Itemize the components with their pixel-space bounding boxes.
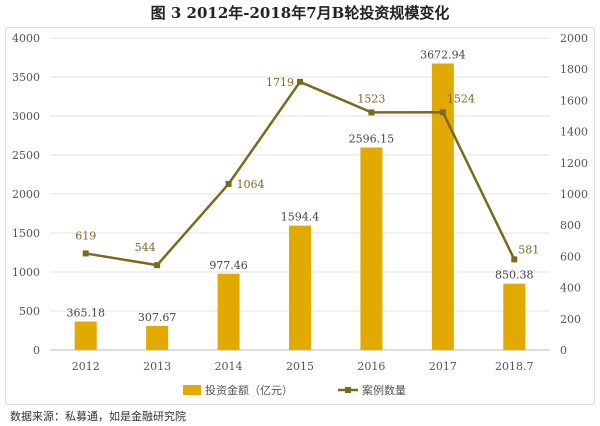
x-tick-label: 2014: [215, 360, 243, 373]
line-label: 619: [75, 229, 96, 242]
bar-label: 850.38: [495, 269, 534, 282]
x-tick-label: 2017: [429, 360, 457, 373]
line-marker: [154, 262, 161, 269]
bar: [74, 321, 97, 350]
y-right-tick-label: 0: [560, 344, 567, 357]
y-left-tick-label: 2000: [12, 188, 40, 201]
line-marker: [511, 256, 518, 263]
y-left-tick-label: 2500: [12, 149, 40, 162]
bar-label: 3672.94: [420, 49, 466, 62]
line-label: 1524: [447, 92, 475, 105]
bar-label: 2596.15: [349, 133, 395, 146]
line-label: 1064: [237, 178, 265, 191]
y-right-tick-label: 1800: [560, 63, 588, 76]
y-right-tick-label: 1600: [560, 94, 588, 107]
bar-label: 1594.4: [281, 211, 320, 224]
y-right-tick-label: 600: [560, 250, 581, 263]
y-right-tick-label: 800: [560, 219, 581, 232]
chart-title: 图 3 2012年-2018年7月B轮投资规模变化: [150, 4, 450, 22]
y-left-tick-label: 3000: [12, 110, 40, 123]
y-right-tick-label: 1200: [560, 157, 588, 170]
y-right-tick-label: 1400: [560, 126, 588, 139]
chart-frame: [5, 27, 595, 405]
bar: [503, 283, 526, 350]
y-left-tick-label: 0: [33, 344, 40, 357]
bar: [289, 225, 311, 350]
line-label: 1523: [357, 92, 385, 105]
legend-bar-label: 投资金额（亿元）: [205, 383, 293, 397]
x-tick-label: 2016: [357, 360, 385, 373]
bar: [217, 273, 240, 350]
bar-label: 977.46: [209, 259, 248, 272]
y-left-tick-label: 1000: [12, 266, 40, 279]
line-marker: [439, 109, 446, 116]
bar-label: 365.18: [66, 307, 105, 320]
x-tick-label: 2012: [72, 360, 100, 373]
legend-line-label: 案例数量: [362, 383, 406, 397]
line-marker: [82, 250, 89, 257]
bar: [431, 63, 454, 350]
x-tick-label: 2018.7: [495, 360, 534, 373]
x-tick-label: 2015: [286, 360, 314, 373]
line-marker: [297, 78, 303, 85]
x-tick-label: 2013: [143, 360, 171, 373]
bar: [360, 147, 383, 350]
y-left-tick-label: 1500: [12, 227, 40, 240]
y-right-tick-label: 2000: [560, 32, 588, 45]
y-left-tick-label: 3500: [12, 71, 40, 84]
line-marker: [368, 109, 375, 116]
y-left-tick-label: 500: [19, 305, 40, 318]
bar-label: 307.67: [138, 311, 177, 324]
line-label: 581: [518, 243, 539, 256]
y-right-tick-label: 200: [560, 313, 581, 326]
line-label: 1719: [266, 76, 294, 89]
line-label: 544: [135, 241, 156, 254]
legend-bar-swatch: [183, 385, 201, 395]
line-marker: [225, 181, 232, 188]
y-right-tick-label: 400: [560, 282, 581, 295]
bar: [146, 326, 169, 350]
y-right-tick-label: 1000: [560, 188, 588, 201]
legend-line-marker: [345, 387, 351, 393]
y-left-tick-label: 4000: [12, 32, 40, 45]
data-source: 数据来源：私募通，如是金融研究院: [10, 410, 186, 423]
